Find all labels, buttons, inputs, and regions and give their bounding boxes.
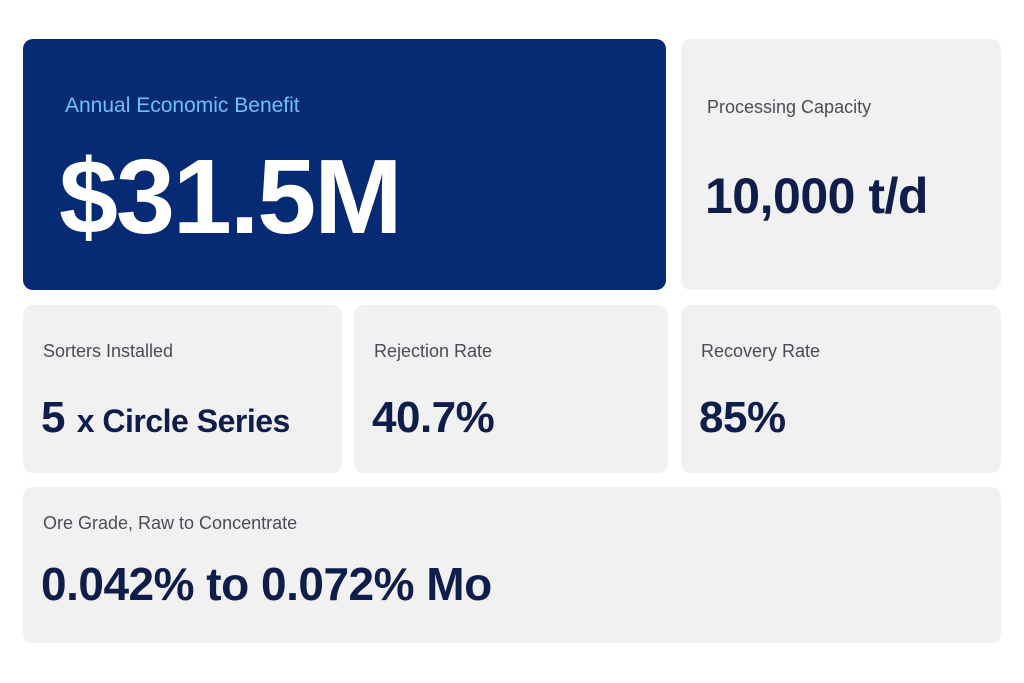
sorters-installed-card: Sorters Installed 5 x Circle Series <box>23 305 342 473</box>
annual-economic-benefit-value: $31.5M <box>59 138 403 256</box>
rejection-rate-card: Rejection Rate 40.7% <box>354 305 668 473</box>
ore-grade-card: Ore Grade, Raw to Concentrate 0.042% to … <box>23 487 1001 643</box>
recovery-rate-label: Recovery Rate <box>701 341 821 361</box>
processing-capacity-card: Processing Capacity 10,000 t/d <box>681 39 1001 290</box>
processing-capacity-label: Processing Capacity <box>707 97 872 117</box>
sorters-installed-series: x Circle Series <box>76 403 291 439</box>
recovery-rate-value: 85% <box>699 393 786 442</box>
recovery-rate-card: Recovery Rate 85% <box>681 305 1001 473</box>
annual-economic-benefit-label: Annual Economic Benefit <box>65 94 300 117</box>
sorters-installed-value: 5 x Circle Series <box>41 393 290 443</box>
rejection-rate-value: 40.7% <box>372 393 495 442</box>
processing-capacity-value: 10,000 t/d <box>705 168 928 224</box>
annual-economic-benefit-card: Annual Economic Benefit $31.5M <box>23 39 666 290</box>
rejection-rate-label: Rejection Rate <box>374 341 493 361</box>
ore-grade-value: 0.042% to 0.072% Mo <box>41 558 492 610</box>
ore-grade-label: Ore Grade, Raw to Concentrate <box>43 513 298 533</box>
sorters-installed-count: 5 <box>41 393 77 442</box>
sorters-installed-label: Sorters Installed <box>43 341 174 361</box>
